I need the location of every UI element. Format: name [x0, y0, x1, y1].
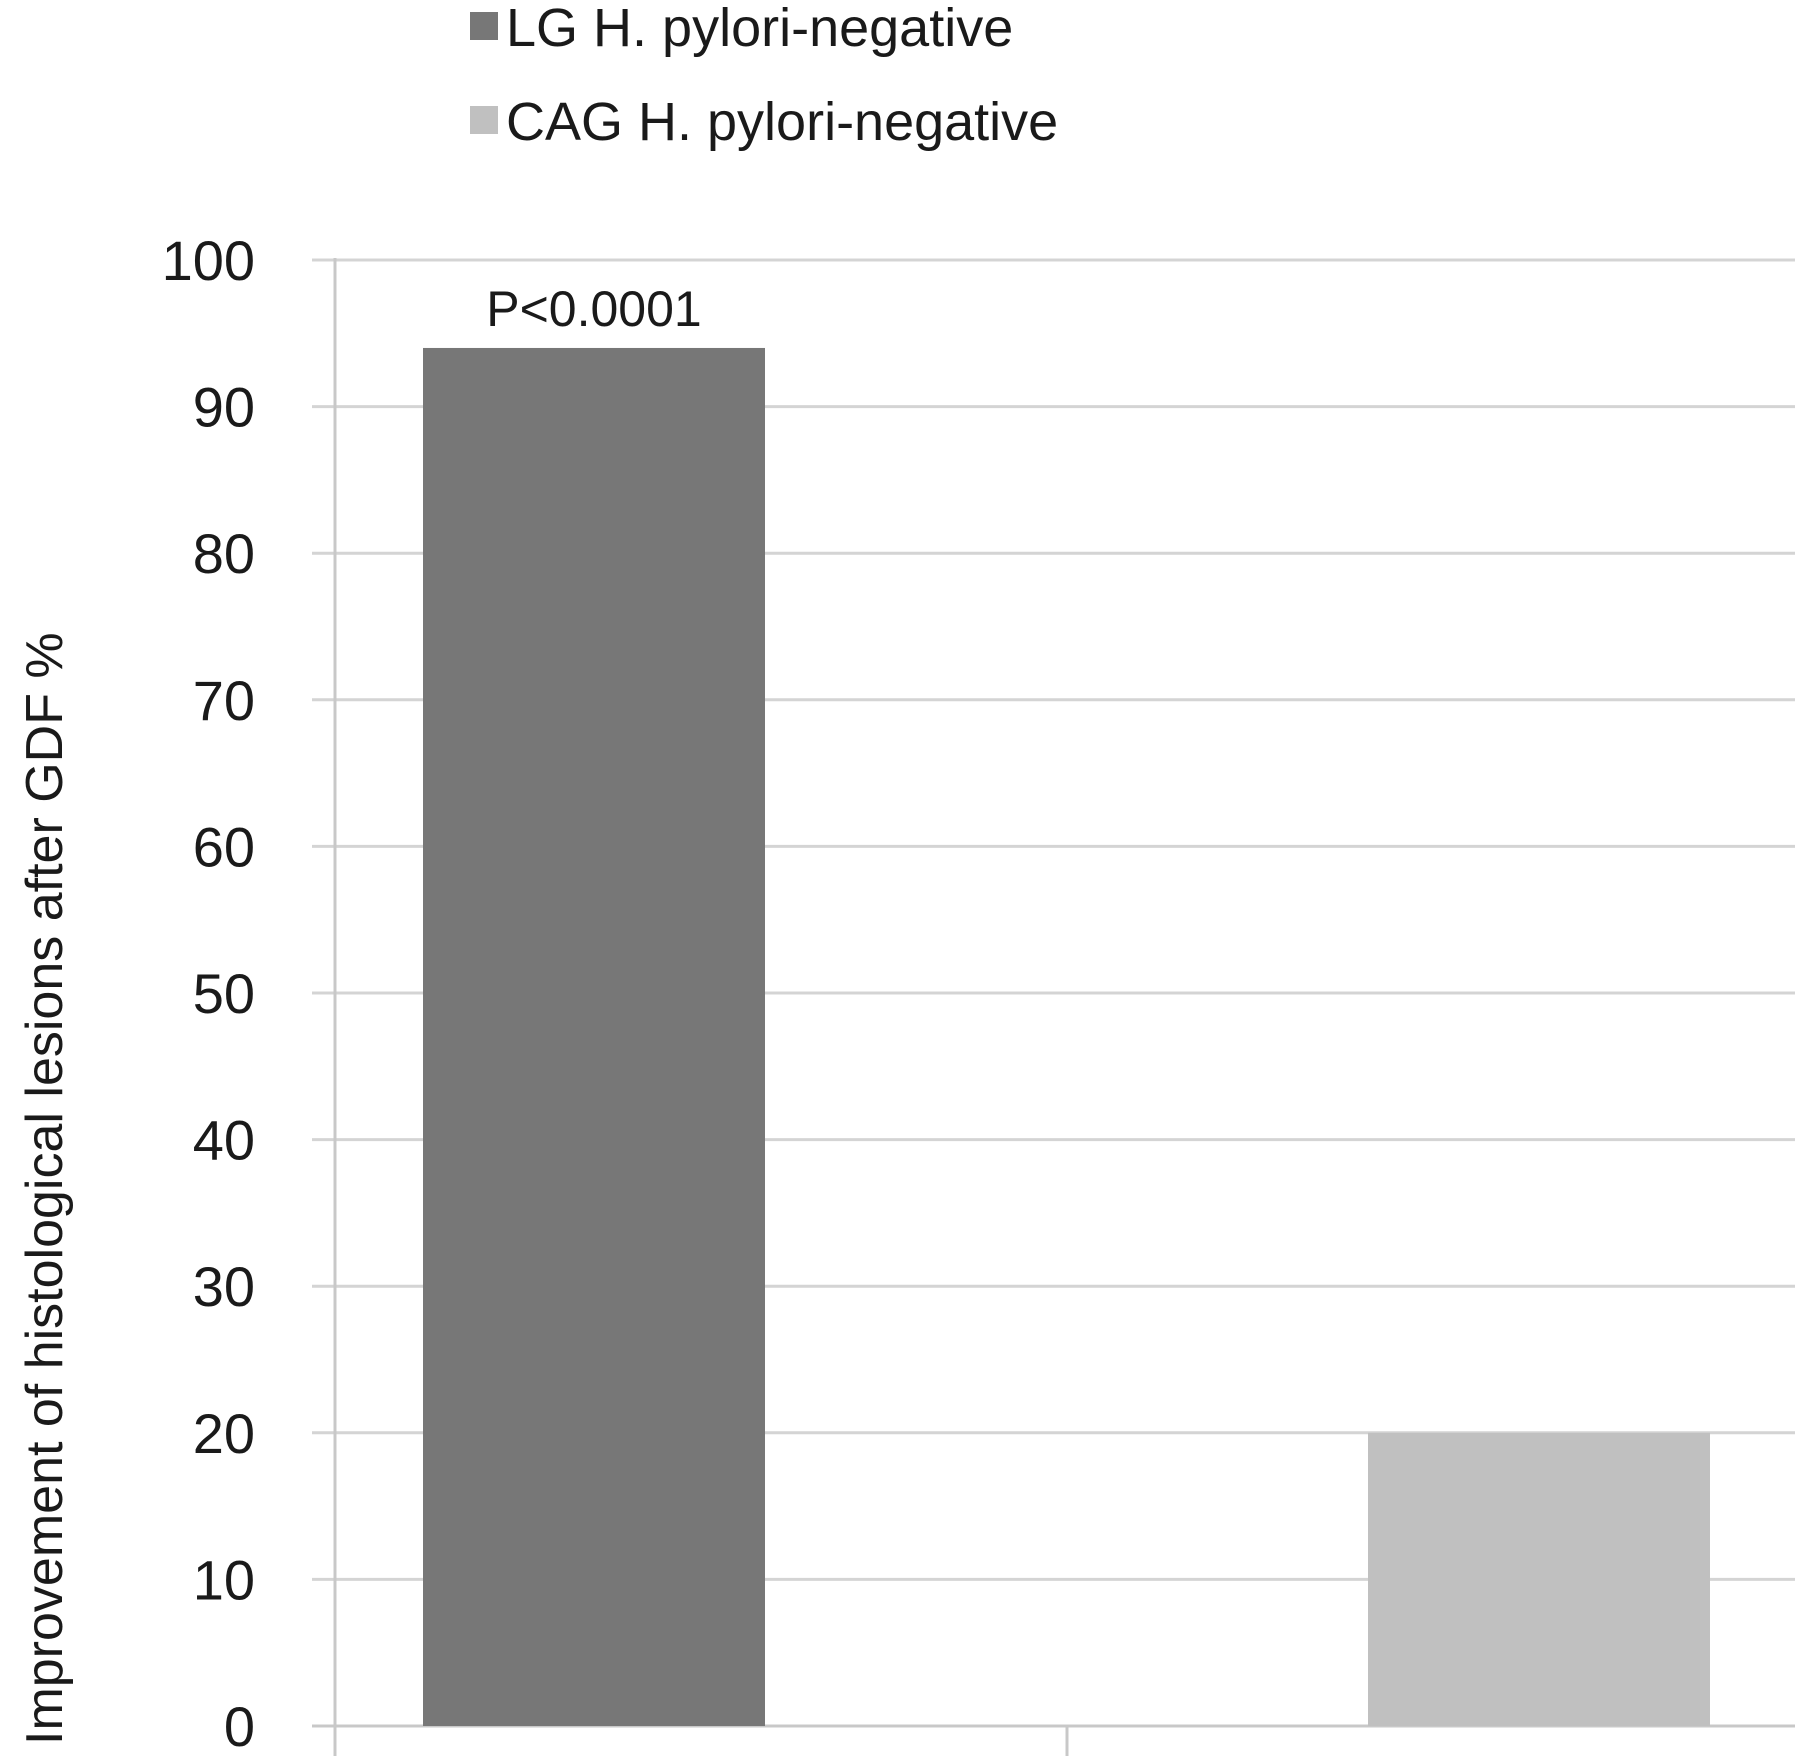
bar-lg-h-pylori-negative [423, 347, 765, 1727]
y-tick-label-100: 100 [162, 229, 255, 292]
legend: LG H. pylori-negative CAG H. pylori-negat… [470, 0, 1058, 152]
y-tick-label-60: 60 [193, 815, 255, 878]
legend-swatch-0 [470, 12, 498, 40]
y-axis-title: Improvement of histological lesions afte… [16, 632, 74, 1745]
y-tick-label-40: 40 [193, 1109, 255, 1172]
y-tick-label-30: 30 [193, 1255, 255, 1318]
y-tick-label-80: 80 [193, 522, 255, 585]
legend-label-1: CAG H. pylori-negative [506, 92, 1058, 152]
y-tick-label-20: 20 [193, 1402, 255, 1465]
y-tick-label-70: 70 [193, 669, 255, 732]
bar-cag-h-pylori-negative [1368, 1432, 1710, 1726]
y-tick-label-10: 10 [193, 1548, 255, 1611]
legend-swatch-1 [470, 106, 498, 134]
legend-label-0: LG H. pylori-negative [506, 0, 1013, 58]
y-tick-label-50: 50 [193, 962, 255, 1025]
y-tick-label-90: 90 [193, 376, 255, 439]
bars [423, 347, 1710, 1727]
y-tick-label-0: 0 [224, 1695, 255, 1758]
annotations: P<0.0001 [486, 281, 701, 337]
p-value-annotation: P<0.0001 [486, 281, 701, 337]
y-tick-labels: 0 10 20 30 40 50 60 70 80 90 100 [162, 229, 255, 1758]
